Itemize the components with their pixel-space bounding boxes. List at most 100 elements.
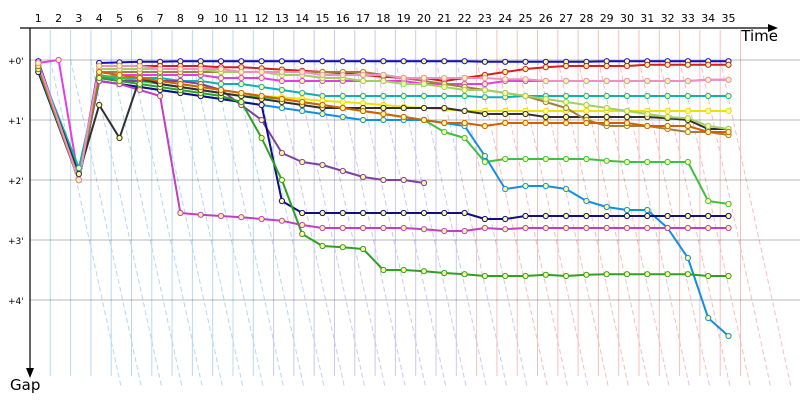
series-point (441, 128, 448, 136)
series-point (197, 65, 204, 73)
series-point (664, 107, 671, 115)
series-point (339, 58, 346, 65)
series-point (664, 92, 671, 100)
series-point (75, 170, 83, 178)
series-point (603, 224, 610, 232)
x-tick-label: 24 (498, 12, 512, 25)
series-point (400, 58, 407, 65)
series-point (258, 215, 265, 223)
series-point (644, 206, 651, 214)
series-point (420, 226, 428, 233)
series-point (400, 176, 407, 184)
series-point (563, 119, 570, 127)
series-point (55, 56, 62, 64)
series-point (339, 224, 346, 232)
series-point (278, 176, 285, 184)
series-point (400, 224, 407, 232)
series-point (563, 92, 570, 100)
series-point (461, 119, 468, 127)
series-point (705, 272, 712, 280)
series-point (664, 224, 671, 232)
series-point (319, 71, 326, 79)
series-point (177, 80, 184, 88)
series-point (420, 179, 428, 187)
series-point (522, 182, 529, 190)
series-point (705, 76, 712, 83)
series-point (563, 224, 570, 232)
series-point (522, 76, 529, 83)
series-point (380, 224, 387, 232)
series-point (664, 77, 671, 85)
x-tick-label: 14 (295, 12, 309, 25)
x-tick-label: 22 (458, 12, 472, 25)
series-point (684, 254, 692, 262)
series-point (217, 86, 225, 94)
series-point (75, 176, 83, 184)
series-point (603, 104, 610, 112)
series-point (339, 71, 346, 79)
series-point (319, 101, 326, 109)
series-point (603, 119, 610, 127)
x-tick-label: 12 (255, 12, 269, 25)
diagonal-line (191, 59, 264, 389)
series-point (502, 110, 509, 118)
series-point (705, 197, 712, 205)
series-point (400, 266, 407, 274)
series-point (563, 62, 570, 70)
y-tick-label: +3' (8, 237, 24, 247)
series-point (583, 155, 590, 163)
series-point (725, 76, 732, 83)
series-point (461, 74, 468, 82)
series-point (278, 68, 285, 76)
series-point (197, 211, 204, 218)
x-tick-label: 16 (336, 12, 350, 25)
series-line (37, 65, 729, 232)
series-point (339, 113, 346, 121)
series-point (583, 107, 590, 115)
series-points (35, 56, 732, 340)
x-tick-label: 21 (437, 12, 451, 25)
series-point (684, 158, 692, 166)
x-tick-label: 31 (640, 12, 654, 25)
series-point (299, 98, 306, 106)
series-point (563, 113, 570, 121)
series-point (725, 92, 732, 100)
series-point (481, 272, 488, 280)
series-point (481, 215, 488, 223)
series-point (705, 128, 712, 136)
series-point (664, 61, 671, 68)
series-point (583, 101, 590, 109)
series-point (603, 113, 610, 121)
series-point (664, 122, 671, 130)
series-point (278, 197, 285, 205)
series-point (522, 212, 529, 220)
x-tick-label: 23 (478, 12, 492, 25)
series-point (603, 271, 610, 278)
series-point (542, 182, 549, 190)
x-tick-label: 8 (177, 12, 184, 25)
series-point (563, 272, 570, 280)
series-point (481, 94, 488, 101)
series-point (542, 107, 549, 115)
series-point (623, 77, 631, 85)
x-tick-label: 19 (397, 12, 411, 25)
series-point (360, 224, 367, 232)
series-point (217, 212, 225, 220)
series-point (603, 212, 610, 220)
series-point (400, 209, 407, 217)
series-point (217, 80, 225, 88)
series-point (461, 209, 468, 217)
series-point (705, 314, 712, 322)
series-point (116, 134, 123, 142)
series-point (360, 77, 367, 85)
series-point (238, 58, 245, 65)
series-point (623, 212, 631, 220)
series-point (441, 119, 448, 127)
series-point (319, 110, 326, 118)
series-point (623, 92, 631, 100)
x-tick-label: 11 (234, 12, 248, 25)
x-tick-label: 35 (722, 12, 736, 25)
series-line (37, 65, 729, 175)
series-point (278, 58, 285, 65)
series-point (420, 74, 428, 82)
